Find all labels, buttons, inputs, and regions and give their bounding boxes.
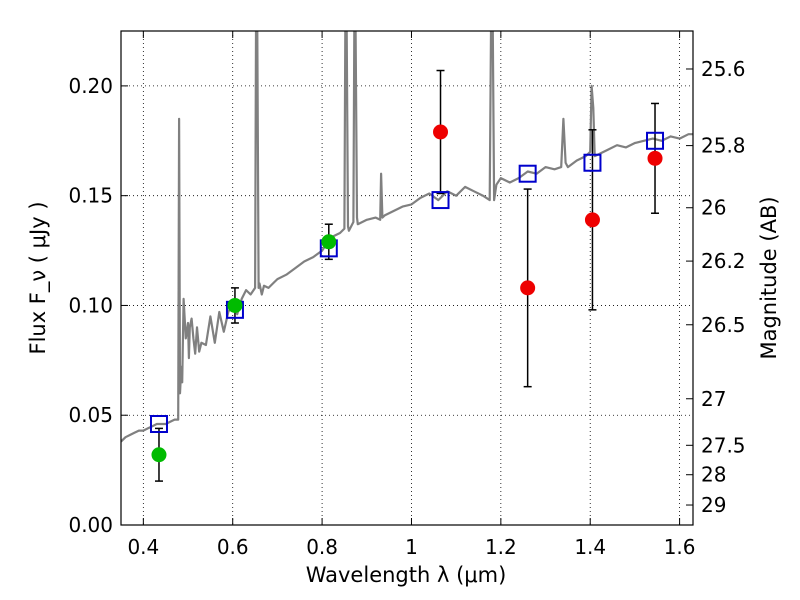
model-square-marker [518, 164, 537, 183]
ticks: 0.4 0.6 0.8 1 1.2 1.4 1.6 0.00 0.05 0.10 0.15 0.20 2… [68, 31, 746, 559]
x-tick-label: 1 [405, 535, 418, 559]
model-square-marker [646, 131, 665, 150]
detection-point [227, 297, 243, 313]
y-tick-label: 0.15 [68, 184, 113, 208]
right-tick-label: 26.2 [701, 249, 746, 273]
model-square-marker [149, 415, 168, 434]
x-tick-label: 0.6 [217, 535, 249, 559]
y-axis-title: Flux F_ν ( μJy ) [26, 201, 51, 354]
observed-point [647, 150, 663, 166]
right-tick-label: 29 [701, 493, 726, 517]
y-tick-label: 0.00 [68, 513, 113, 537]
x-tick-label: 0.4 [127, 535, 159, 559]
x-tick-label: 1.6 [664, 535, 696, 559]
right-tick-label: 28 [701, 463, 726, 487]
model-square-marker [431, 191, 450, 210]
y-tick-label: 0.10 [68, 293, 113, 317]
right-tick-label: 27 [701, 387, 726, 411]
data-layer [121, 31, 693, 482]
detection-point [321, 234, 337, 250]
observed-point [584, 212, 600, 228]
model-square-marker [583, 153, 602, 172]
x-tick-label: 1.4 [574, 535, 606, 559]
x-axis-title: Wavelength λ (μm) [306, 563, 507, 587]
right-axis-title: Magnitude (AB) [757, 196, 781, 359]
right-tick-label: 25.8 [701, 134, 746, 158]
right-tick-label: 26 [701, 196, 726, 220]
plot-frame [120, 30, 694, 526]
y-tick-label: 0.20 [68, 74, 113, 98]
detection-point [151, 447, 167, 463]
x-tick-label: 1.2 [485, 535, 517, 559]
observed-point [433, 124, 449, 140]
x-tick-label: 0.8 [306, 535, 338, 559]
right-tick-label: 25.6 [701, 57, 746, 81]
observed-point [520, 280, 536, 296]
y-tick-label: 0.05 [68, 403, 113, 427]
spectrum-line [121, 31, 693, 443]
right-tick-label: 27.5 [701, 433, 746, 457]
right-tick-label: 26.5 [701, 313, 746, 337]
